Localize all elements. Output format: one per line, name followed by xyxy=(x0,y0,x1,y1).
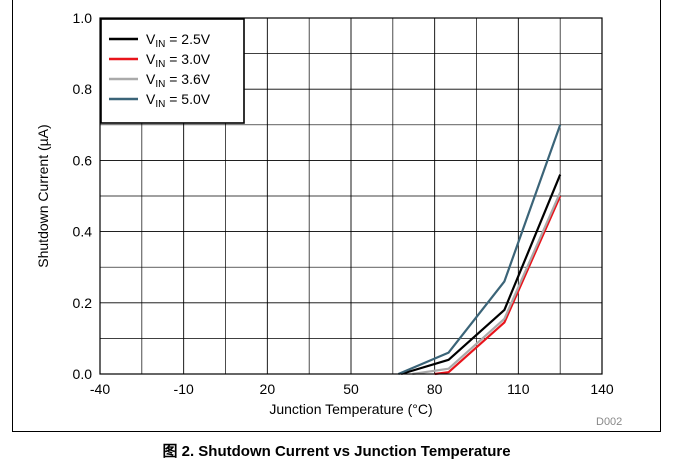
legend-label: VIN = 3.6V xyxy=(146,71,211,90)
y-axis-label: Shutdown Current (µA) xyxy=(35,124,51,267)
x-tick-labels: -40 -10 20 50 80 110 140 xyxy=(90,381,614,397)
y-tick-label: 1.0 xyxy=(73,10,93,26)
plot-area-border xyxy=(99,17,603,375)
series-lines xyxy=(397,124,562,376)
y-tick-labels: 0.0 0.2 0.4 0.6 0.8 1.0 xyxy=(73,10,93,382)
figure-caption-prefix: 图 2. xyxy=(162,443,195,460)
x-axis-label: Junction Temperature (°C) xyxy=(269,401,432,417)
legend-box xyxy=(100,18,245,124)
x-tick-label: 80 xyxy=(427,381,443,397)
y-tick-label: 0.6 xyxy=(73,152,93,168)
figure-caption-text: Shutdown Current vs Junction Temperature xyxy=(198,443,511,460)
series-line-2 xyxy=(434,195,562,376)
figure-source-id: D002 xyxy=(596,416,623,428)
frame-right-border xyxy=(660,0,661,432)
frame-bottom-border xyxy=(12,431,661,432)
y-tick-label: 0.4 xyxy=(73,224,93,240)
series-line-4 xyxy=(397,124,562,376)
y-tick-label: 0.0 xyxy=(73,366,93,382)
x-tick-label: 140 xyxy=(590,381,614,397)
legend-label: VIN = 5.0V xyxy=(146,91,211,110)
legend-label: VIN = 3.0V xyxy=(146,51,211,70)
x-tick-label: 20 xyxy=(260,381,276,397)
x-tick-label: -10 xyxy=(174,381,194,397)
frame-left-border xyxy=(12,0,13,432)
x-tick-label: 50 xyxy=(343,381,359,397)
series-line-3 xyxy=(412,191,562,376)
shutdown-current-chart: -40 -10 20 50 80 110 140 0.0 0.2 0.4 0.6 0.8 1.0 Ju… xyxy=(35,10,614,417)
y-tick-label: 0.8 xyxy=(73,81,93,97)
y-tick-label: 0.2 xyxy=(73,295,93,311)
legend-label: VIN = 2.5V xyxy=(146,31,211,50)
x-tick-label: -40 xyxy=(90,381,110,397)
series-line-1 xyxy=(400,174,562,376)
figure-caption: 图 2. Shutdown Current vs Junction Temper… xyxy=(0,440,673,461)
x-tick-label: 110 xyxy=(507,381,530,397)
